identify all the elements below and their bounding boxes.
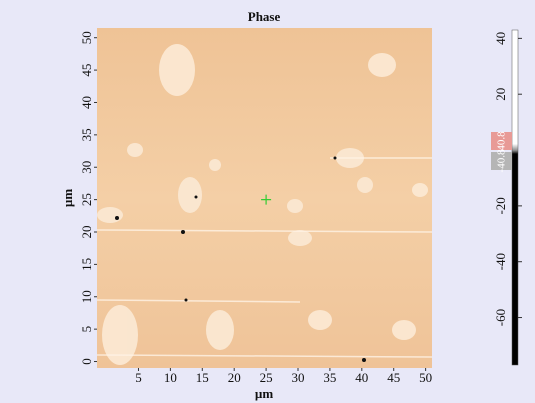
y-tick-label: 20 bbox=[79, 226, 94, 239]
colorbar-tick-label: -20 bbox=[493, 197, 508, 214]
y-tick-label: 30 bbox=[79, 161, 94, 174]
chart-title: Phase bbox=[248, 9, 281, 24]
chart: Phase µm µm 5 10 15 20 25 30 35 40 45 50 0 5 10 15 20 2… bbox=[0, 0, 535, 403]
x-tick-label: 35 bbox=[323, 370, 336, 385]
y-tick-label: 40 bbox=[79, 96, 94, 109]
y-tick-label: 15 bbox=[79, 258, 94, 271]
x-tick-label: 25 bbox=[260, 370, 273, 385]
y-tick-label: 10 bbox=[79, 290, 94, 303]
marker-label: -40.8 bbox=[496, 149, 508, 172]
y-tick-label: 45 bbox=[79, 64, 94, 77]
x-tick-label: 15 bbox=[196, 370, 209, 385]
colorbar bbox=[512, 30, 518, 365]
y-tick-label: 50 bbox=[79, 31, 94, 44]
x-tick-label: 50 bbox=[419, 370, 432, 385]
colorbar-tick-label: 20 bbox=[493, 88, 508, 101]
y-tick-label: 35 bbox=[79, 128, 94, 141]
colorbar-tick-label: -40 bbox=[493, 253, 508, 270]
x-axis-label: µm bbox=[255, 386, 273, 401]
x-tick-label: 10 bbox=[164, 370, 177, 385]
colorbar-tick-label: 40 bbox=[493, 32, 508, 45]
x-tick-label: 45 bbox=[387, 370, 400, 385]
x-tick-label: 40 bbox=[355, 370, 368, 385]
y-tick-label: 25 bbox=[79, 193, 94, 206]
colorbar-tick-label: -60 bbox=[493, 309, 508, 326]
y-axis-label: µm bbox=[60, 189, 75, 207]
y-tick-label: 5 bbox=[79, 326, 94, 333]
x-tick-label: 5 bbox=[135, 370, 142, 385]
phase-image bbox=[97, 28, 432, 368]
page: {"chart_data":{"type":"image","title":"P… bbox=[0, 0, 535, 403]
x-tick-label: 30 bbox=[292, 370, 305, 385]
y-tick-label: 0 bbox=[79, 358, 94, 365]
x-tick-label: 20 bbox=[228, 370, 241, 385]
marker-label: 40.8 bbox=[496, 131, 508, 151]
